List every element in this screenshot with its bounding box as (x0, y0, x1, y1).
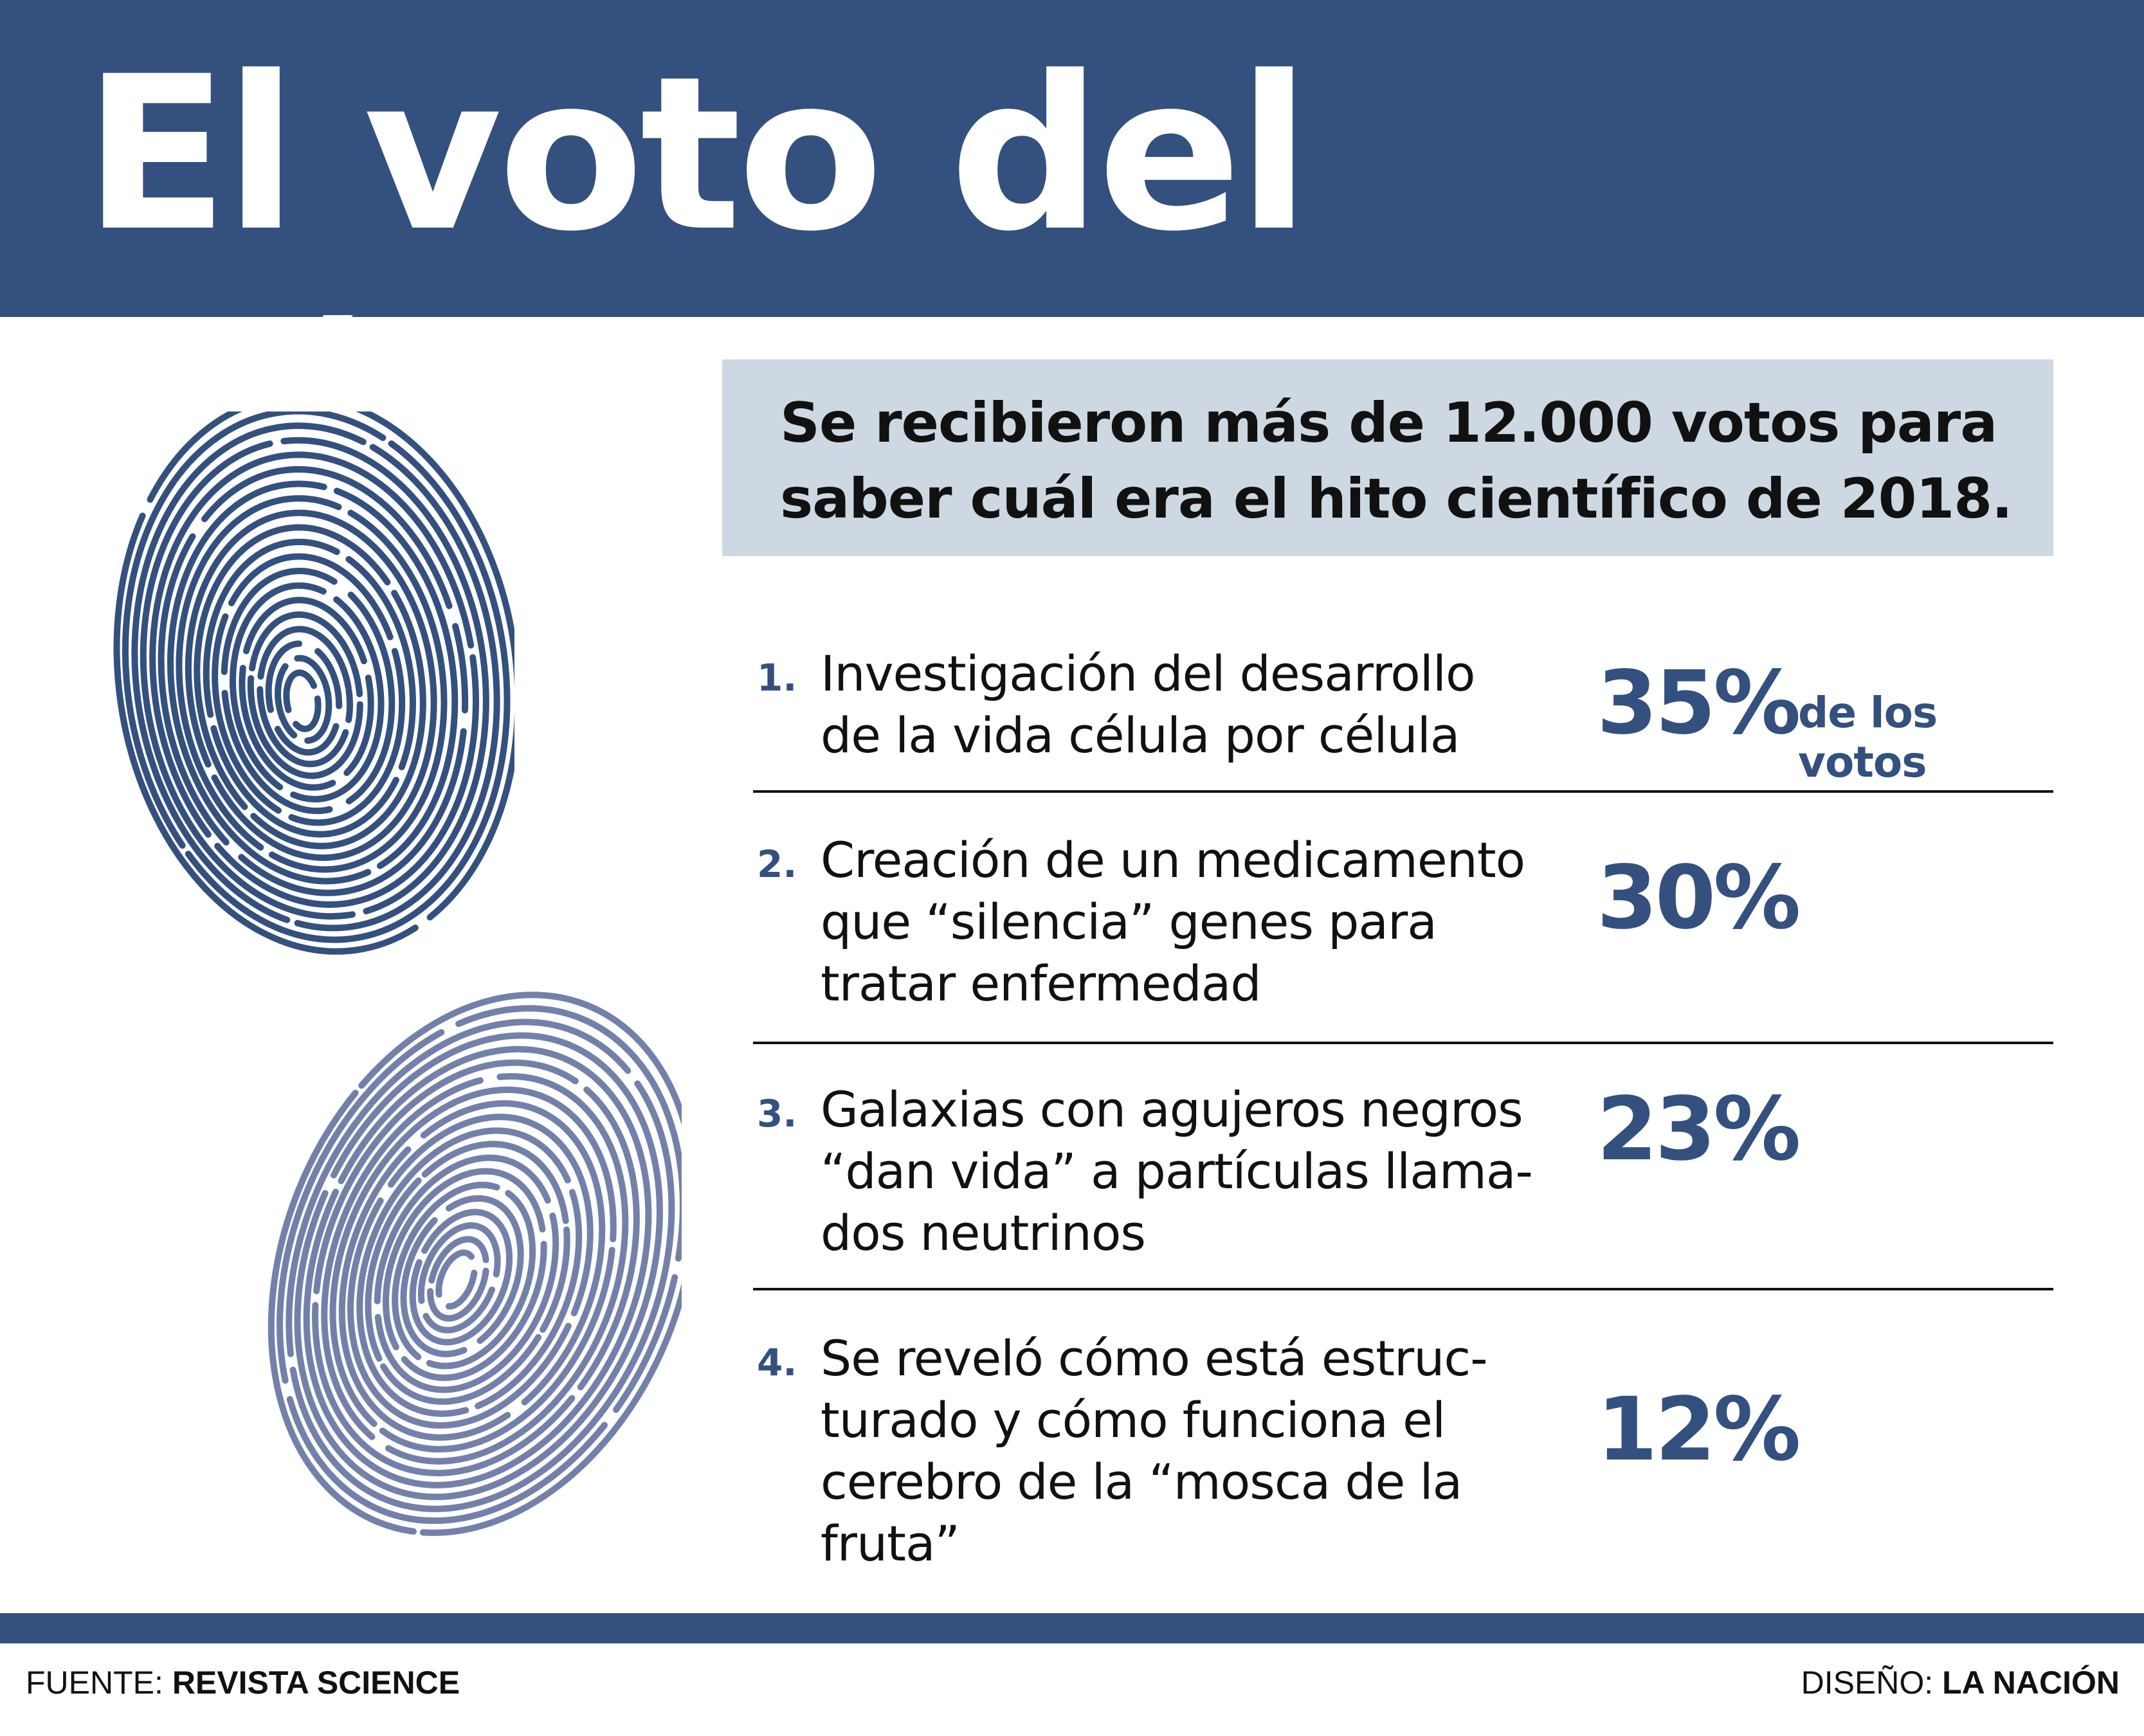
fingerprint-ridge (265, 640, 343, 756)
item-text: Investigación del desarrollo de la vida … (821, 643, 1560, 766)
fingerprint-ridge (275, 655, 332, 744)
fingerprint-ridge (203, 538, 416, 838)
fingerprint-ridge (277, 1005, 682, 1524)
item-number: 3. (757, 1092, 797, 1135)
fingerprint-ridge (212, 553, 406, 826)
intro-line: Se recibieron más de 12.000 votos para (780, 391, 1997, 455)
fingerprint-ridge (427, 1236, 490, 1322)
fingerprint-ridge (229, 582, 385, 802)
fingerprint-ridge (283, 669, 322, 732)
design-label: DISEÑO: (1801, 1665, 1934, 1701)
fingerprint-ridge (374, 1154, 559, 1393)
fingerprint-icon (268, 991, 682, 1536)
fingerprint-ridge (247, 611, 363, 779)
fingerprint-ridge (435, 1249, 478, 1310)
fingerprint-ridge (294, 1032, 663, 1501)
source-label: FUENTE: (26, 1665, 163, 1701)
fingerprint-ridge (239, 597, 374, 791)
intro-line: saber cuál era el hito científico de 201… (780, 467, 2013, 531)
footer-source: FUENTE: REVISTA SCIENCE (26, 1664, 460, 1701)
item-line: cerebro de la “mosca de la (821, 1453, 1462, 1510)
fingerprint-ridge (338, 1100, 606, 1441)
item-percent: 30% (1597, 847, 1801, 949)
item-text: Se reveló cómo está estruc- turado y cóm… (821, 1328, 1560, 1575)
item-line: fruta” (821, 1515, 960, 1572)
item-line: tratar enfermedad (821, 955, 1262, 1012)
item-line: Creación de un medicamento (821, 831, 1525, 889)
item-percent: 35% (1597, 653, 1801, 754)
fingerprint-ridge (149, 451, 479, 908)
fingerprint-ridge (167, 480, 459, 885)
fingerprint-ridge (400, 1195, 524, 1357)
fingerprint-ridge (303, 1045, 652, 1488)
item-line: Se reveló cómo está estruc- (821, 1330, 1488, 1387)
divider (753, 1042, 2053, 1044)
item-text: Creación de un medicamento que “silencia… (821, 829, 1560, 1015)
item-line: que “silencia” genes para (821, 893, 1437, 950)
fingerprint-ridge (185, 509, 437, 862)
fingerprint-ridge (194, 524, 426, 849)
item-number: 1. (757, 656, 797, 700)
fingerprint-ridge (257, 626, 354, 768)
header-band: El voto del público (0, 0, 2144, 535)
fingerprint-ridge (176, 495, 448, 873)
design-name: LA NACIÓN (1942, 1665, 2120, 1701)
intro-box: Se recibieron más de 12.000 votos para s… (722, 359, 2053, 556)
fingerprint-ridge (329, 1086, 617, 1453)
fingerprint-ridge (365, 1141, 570, 1405)
item-line: turado y cómo funciona el (821, 1391, 1446, 1449)
fingerprint-ridge (409, 1209, 513, 1346)
fingerprint-ridge (221, 568, 395, 815)
item-number: 2. (757, 842, 797, 886)
item-line: de la vida célula por célula (821, 707, 1460, 764)
fingerprint-ridge (392, 1181, 536, 1370)
fingerprint-ridge (286, 1018, 675, 1512)
footer-design: DISEÑO: LA NACIÓN (1801, 1664, 2120, 1701)
item-line: “dan vida” a partículas llama- (821, 1143, 1533, 1200)
fingerprint-ridge (321, 1073, 629, 1465)
fingerprint-ridge (131, 422, 500, 932)
fingerprint-ridge (122, 411, 511, 943)
divider (753, 790, 2053, 793)
divider (753, 1288, 2053, 1290)
item-text: Galaxias con agujeros negros “dan vida” … (821, 1079, 1560, 1264)
fingerprint-icon (113, 411, 514, 955)
fingerprint-ridge (113, 411, 514, 955)
fingerprint-ridge (140, 437, 489, 920)
source-name: REVISTA SCIENCE (172, 1665, 460, 1701)
item-line: Investigación del desarrollo (821, 645, 1476, 702)
fingerprint-ridge (158, 466, 469, 896)
item-line: dos neutrinos (821, 1204, 1146, 1261)
fingerprint-ridge (356, 1127, 583, 1417)
fingerprint-ridge (383, 1168, 547, 1381)
fingerprint-ridge (417, 1222, 501, 1334)
item-percent: 12% (1597, 1379, 1801, 1481)
fingerprint-ridge (268, 991, 682, 1536)
item-percent-note: de los votos (1798, 688, 1938, 787)
item-line: Galaxias con agujeros negros (821, 1081, 1523, 1138)
item-percent: 23% (1597, 1079, 1801, 1180)
footer-band (0, 1613, 2144, 1643)
item-number: 4. (757, 1341, 797, 1384)
fingerprint-ridge (312, 1059, 640, 1477)
